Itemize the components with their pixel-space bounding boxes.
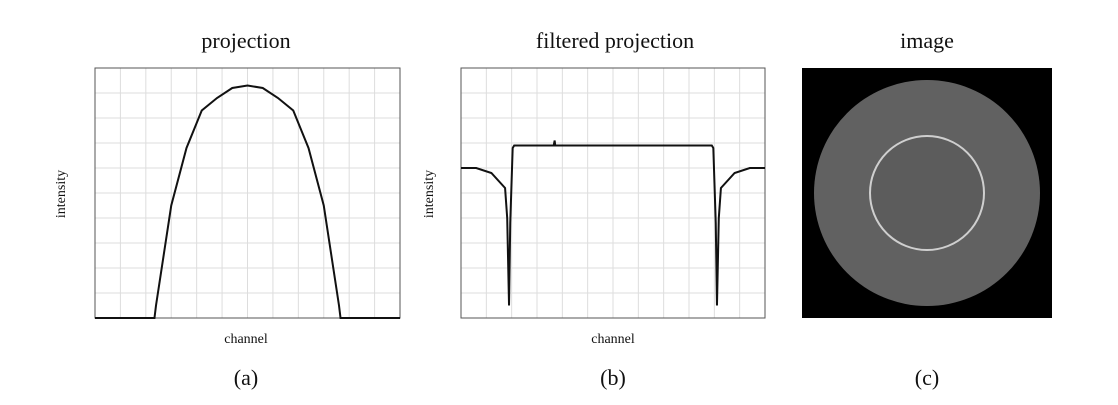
panel-a-series (95, 84, 400, 319)
panel-b-chart (460, 67, 766, 319)
panel-b-grid (461, 68, 765, 318)
panel-c-inner-ring (869, 135, 985, 251)
panel-b-frame (460, 67, 766, 319)
panel-c-inner-disk (870, 136, 984, 250)
panel-c-image (802, 68, 1052, 318)
panel-c-caption: (c) (914, 365, 940, 390)
panel-a-caption: (a) (233, 365, 259, 390)
panel-a-title: projection (201, 28, 291, 53)
panel-b-xlabel: channel (591, 332, 635, 347)
panel-a-chart (94, 67, 401, 319)
panel-a-xlabel: channel (224, 332, 268, 347)
panel-b-ylabel: intensity (422, 169, 437, 219)
panel-b-title: filtered projection (535, 28, 695, 53)
panel-c-title: image (900, 28, 954, 53)
panel-a-ylabel: intensity (54, 169, 69, 219)
panel-b-series (461, 140, 765, 306)
panel-a-grid (95, 68, 400, 318)
panel-b-caption: (b) (600, 365, 626, 390)
panel-a-frame (94, 67, 401, 319)
